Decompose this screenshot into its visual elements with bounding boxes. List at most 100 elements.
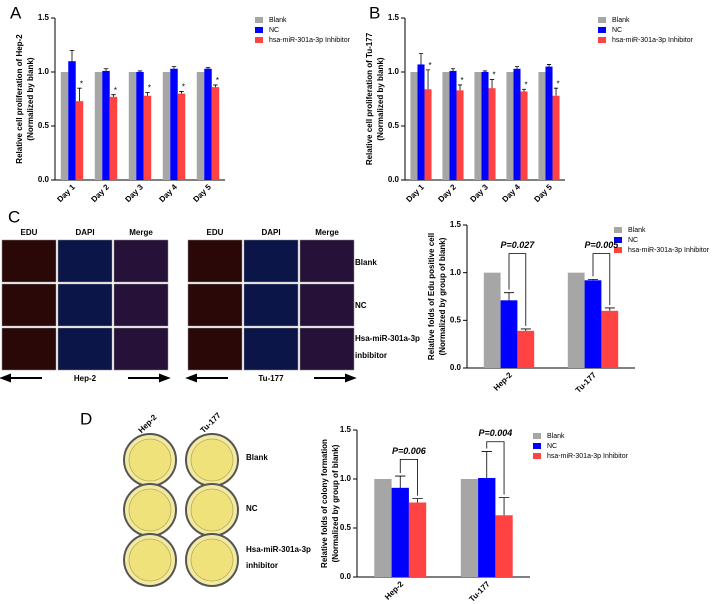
legend-label: hsa-miR-301a-3p Inhibitor [547,453,629,460]
bar [474,72,482,180]
row-label: inhibitor [246,561,278,570]
p-value: P=0.027 [501,240,536,250]
micrograph [1,283,57,327]
bar [483,272,501,368]
x-tick-label: Hep-2 [383,579,405,601]
legend-swatch [533,433,541,439]
legend-label: Blank [547,433,565,440]
y-tick-label: 0.5 [38,121,50,130]
micrograph [113,327,169,371]
error-bar [111,94,116,97]
x-tick-label: Day 1 [55,182,77,204]
significance-mark: * [524,80,527,89]
row-label: Hsa-miR-301a-3p [355,334,420,343]
bar [410,72,418,180]
bar [136,72,144,180]
column-label: Tu-177 [199,410,224,435]
legend-swatch [614,247,622,253]
error-bar [145,92,150,96]
bar [495,515,513,577]
bar [162,72,171,180]
significance-mark: * [114,86,117,95]
p-value: P=0.006 [392,446,427,456]
x-tick-label: Day 2 [436,182,458,204]
error-bar [450,68,456,71]
arrow [128,373,171,383]
bar [584,280,602,368]
dish-inner [190,438,234,482]
y-axis-label: (Normalized by group of blank) [331,444,340,562]
y-tick-label: 0.0 [340,572,352,581]
x-tick-label: Tu-177 [574,370,599,395]
x-tick-label: Day 5 [191,182,213,204]
p-value: P=0.004 [479,428,513,438]
panel-letter: A [10,3,22,22]
micrograph [299,283,355,327]
error-bar [482,70,488,72]
error-bar [103,68,109,71]
error-bar [205,67,211,69]
row-label: NC [246,504,258,513]
error-bar [489,79,495,89]
bar [75,101,84,180]
bar [204,68,212,180]
legend-label: hsa-miR-301a-3p Inhibitor [612,37,694,44]
bar [109,96,118,180]
error-bar [457,84,463,91]
significance-mark: * [428,61,431,70]
error-bar [481,451,492,479]
bar [128,72,137,180]
column-label: Hep-2 [137,412,159,434]
y-tick-label: 0.5 [388,121,400,130]
bar [68,61,76,181]
error-bar [179,91,184,94]
y-axis-label: Relative cell proliferation of Tu-177 [365,32,374,165]
micrograph [1,239,57,283]
legend-swatch [614,237,622,243]
dish-inner [128,488,172,532]
legend-swatch [533,453,541,459]
error-bar [395,475,406,488]
legend-label: NC [612,27,622,34]
error-bar [503,292,515,301]
micrograph [113,283,169,327]
significance-mark: * [216,76,219,85]
significance-mark: * [492,71,495,80]
bar [567,272,585,368]
error-bar [514,66,520,69]
group-label: Hep-2 [74,374,97,383]
error-bar [69,50,75,62]
legend-swatch [598,17,606,23]
legend-swatch [598,37,606,43]
x-tick-label: Day 3 [468,182,490,204]
bar [545,66,553,180]
bar [211,87,220,180]
error-bar [418,53,424,65]
error-bar [546,64,552,67]
dish-inner [190,488,234,532]
y-axis-label: (Normalized by blank) [26,57,35,140]
legend-label: Blank [269,17,287,24]
arrow [185,373,228,383]
significance-bracket [592,253,611,305]
micrograph [113,239,169,283]
bar [520,91,528,180]
y-axis-label: Relative cell proliferation of Hep-2 [15,34,24,164]
bar [170,68,178,180]
significance-bracket [486,441,505,495]
x-tick-label: Day 2 [89,182,111,204]
row-label: Blank [246,453,268,462]
significance-mark: * [556,79,559,88]
bar [408,502,427,577]
micrograph [243,239,299,283]
row-label: Hsa-miR-301a-3p [246,545,311,554]
bar [102,70,110,180]
arrow [314,373,357,383]
row-label: inbibitor [355,351,387,360]
micrograph [299,327,355,371]
x-tick-label: Day 3 [123,182,145,204]
micrograph [57,327,113,371]
bar [424,89,432,180]
y-tick-label: 1.5 [38,13,50,22]
y-tick-label: 1.0 [388,67,400,76]
